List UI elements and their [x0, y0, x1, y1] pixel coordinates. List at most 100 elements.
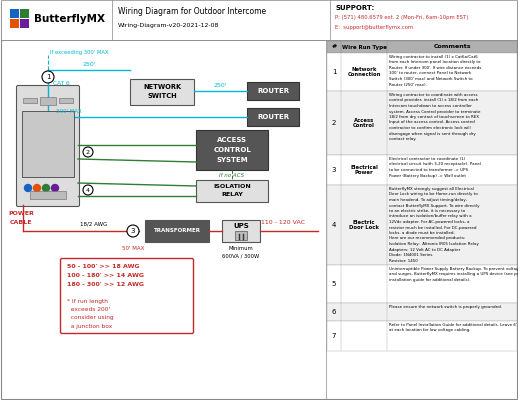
- Text: exceeds 200': exceeds 200': [67, 307, 110, 312]
- Text: If no ACS: If no ACS: [220, 173, 244, 178]
- Text: Door Lock: Door Lock: [349, 225, 379, 230]
- Text: UPS: UPS: [233, 223, 249, 229]
- Text: electrical circuit (with 3-20 receptacle). Panel: electrical circuit (with 3-20 receptacle…: [389, 162, 481, 166]
- Text: Electrical contractor to coordinate (1): Electrical contractor to coordinate (1): [389, 157, 465, 161]
- Bar: [59, 98, 73, 103]
- Text: a junction box: a junction box: [67, 324, 112, 329]
- Bar: [10, 9, 19, 18]
- Text: Resistor: 1450: Resistor: 1450: [389, 258, 418, 262]
- Text: RELAY: RELAY: [221, 192, 243, 198]
- Text: 18/2 from dry contact of touchscreen to REX: 18/2 from dry contact of touchscreen to …: [389, 115, 479, 119]
- Text: Here are our recommended products:: Here are our recommended products:: [389, 236, 465, 240]
- Circle shape: [127, 225, 139, 237]
- Text: * If run length: * If run length: [67, 298, 108, 304]
- Text: ButterflyMX: ButterflyMX: [34, 14, 105, 24]
- Bar: [327, 265, 517, 303]
- Text: ROUTER: ROUTER: [257, 114, 289, 120]
- Text: ROUTER: ROUTER: [257, 88, 289, 94]
- Bar: [20, 9, 29, 18]
- Text: 12Vdc adapter. For AC-powered locks, a: 12Vdc adapter. For AC-powered locks, a: [389, 220, 469, 224]
- Text: Router. If under 300'. If wire distance exceeds: Router. If under 300'. If wire distance …: [389, 66, 481, 70]
- Text: contractor to confirm electronic lock will: contractor to confirm electronic lock wi…: [389, 126, 471, 130]
- Text: Door Lock wiring to be Home-run directly to: Door Lock wiring to be Home-run directly…: [389, 192, 478, 196]
- Text: to be connected to transformer -> UPS: to be connected to transformer -> UPS: [389, 168, 468, 172]
- Text: 50' MAX: 50' MAX: [122, 246, 144, 251]
- Text: 5: 5: [332, 281, 336, 287]
- Bar: [22, 111, 74, 177]
- Text: TRANSFORMER: TRANSFORMER: [153, 228, 200, 234]
- Bar: [40, 97, 56, 105]
- Text: 50 - 100' >> 18 AWG: 50 - 100' >> 18 AWG: [67, 264, 140, 270]
- Bar: [327, 155, 517, 185]
- Text: 300' to router, connect Panel to Network: 300' to router, connect Panel to Network: [389, 72, 471, 76]
- Text: Wiring-Diagram-v20-2021-12-08: Wiring-Diagram-v20-2021-12-08: [118, 24, 220, 28]
- Text: Wiring contractor to install (1) x Cat6a/Cat6: Wiring contractor to install (1) x Cat6a…: [389, 55, 478, 59]
- Text: Comments: Comments: [433, 44, 471, 50]
- Text: Electric: Electric: [353, 220, 375, 225]
- Text: introduce an isolation/buffer relay with a: introduce an isolation/buffer relay with…: [389, 214, 471, 218]
- Text: Connection: Connection: [347, 72, 381, 77]
- Bar: [130, 79, 194, 105]
- Text: CONTROL: CONTROL: [213, 147, 251, 153]
- Text: Wire Run Type: Wire Run Type: [341, 44, 386, 50]
- Bar: [327, 321, 517, 351]
- Text: at each location for low voltage cabling.: at each location for low voltage cabling…: [389, 328, 470, 332]
- Circle shape: [51, 184, 59, 192]
- Bar: [30, 191, 66, 199]
- Text: NETWORK: NETWORK: [143, 84, 181, 90]
- Text: SYSTEM: SYSTEM: [216, 157, 248, 163]
- Text: Power: Power: [355, 170, 373, 175]
- Text: 600VA / 300W: 600VA / 300W: [222, 253, 260, 258]
- Text: ACCESS: ACCESS: [217, 137, 247, 143]
- Text: Electrical: Electrical: [350, 165, 378, 170]
- Text: 250': 250': [213, 83, 227, 88]
- Text: and surges, ButterflyMX requires installing a UPS device (see panel: and surges, ButterflyMX requires install…: [389, 272, 518, 276]
- Text: #: #: [332, 44, 337, 50]
- Circle shape: [42, 184, 50, 192]
- Text: Router (250' max).: Router (250' max).: [389, 82, 427, 86]
- Bar: [20, 19, 29, 28]
- Text: Wiring contractor to coordinate with access: Wiring contractor to coordinate with acc…: [389, 93, 478, 97]
- Text: Network: Network: [351, 67, 377, 72]
- Text: ButterflyMX strongly suggest all Electrical: ButterflyMX strongly suggest all Electri…: [389, 187, 474, 191]
- Text: P: (571) 480.6579 ext. 2 (Mon-Fri, 6am-10pm EST): P: (571) 480.6579 ext. 2 (Mon-Fri, 6am-1…: [335, 16, 468, 20]
- Text: 6: 6: [332, 309, 336, 315]
- Text: 1: 1: [46, 74, 50, 80]
- Text: consider using: consider using: [67, 316, 113, 320]
- Text: 300' MAX: 300' MAX: [56, 109, 82, 114]
- Text: system. Access Control provider to terminate: system. Access Control provider to termi…: [389, 110, 481, 114]
- Text: locks, a diode must be installed.: locks, a diode must be installed.: [389, 231, 455, 235]
- Text: SUPPORT:: SUPPORT:: [335, 5, 374, 11]
- Text: Wiring Diagram for Outdoor Intercome: Wiring Diagram for Outdoor Intercome: [118, 8, 266, 16]
- Text: contact ButterflyMX Support. To wire directly: contact ButterflyMX Support. To wire dir…: [389, 204, 480, 208]
- FancyBboxPatch shape: [61, 258, 194, 334]
- Text: 1: 1: [332, 69, 336, 75]
- Text: SWITCH: SWITCH: [147, 93, 177, 99]
- Text: disengage when signal is sent through dry: disengage when signal is sent through dr…: [389, 132, 476, 136]
- Bar: [247, 108, 299, 126]
- Text: Minimum: Minimum: [228, 246, 253, 251]
- Bar: [327, 91, 517, 155]
- Text: ISOLATION: ISOLATION: [213, 184, 251, 188]
- Text: 4: 4: [86, 188, 90, 192]
- Text: main headend. To adjust timing/delay,: main headend. To adjust timing/delay,: [389, 198, 467, 202]
- Bar: [196, 130, 268, 170]
- Bar: [1, 0, 517, 40]
- Circle shape: [83, 147, 93, 157]
- Text: 100 - 180' >> 14 AWG: 100 - 180' >> 14 AWG: [67, 273, 144, 278]
- Bar: [222, 220, 260, 242]
- Text: 18/2 AWG: 18/2 AWG: [80, 221, 108, 226]
- Bar: [247, 82, 299, 100]
- Text: Isolation Relay:  Altronix IR05 Isolation Relay: Isolation Relay: Altronix IR05 Isolation…: [389, 242, 479, 246]
- Circle shape: [42, 71, 54, 83]
- Text: 2: 2: [86, 150, 90, 154]
- Bar: [327, 41, 517, 53]
- Bar: [327, 185, 517, 265]
- Bar: [327, 53, 517, 91]
- Text: E:  support@butterflymx.com: E: support@butterflymx.com: [335, 26, 413, 30]
- Text: from each Intercom panel location directly to: from each Intercom panel location direct…: [389, 60, 481, 64]
- Bar: [10, 19, 19, 28]
- Text: Refer to Panel Installation Guide for additional details. Leave 6' service loop: Refer to Panel Installation Guide for ad…: [389, 323, 518, 327]
- Circle shape: [83, 185, 93, 195]
- Text: installation guide for additional details).: installation guide for additional detail…: [389, 278, 470, 282]
